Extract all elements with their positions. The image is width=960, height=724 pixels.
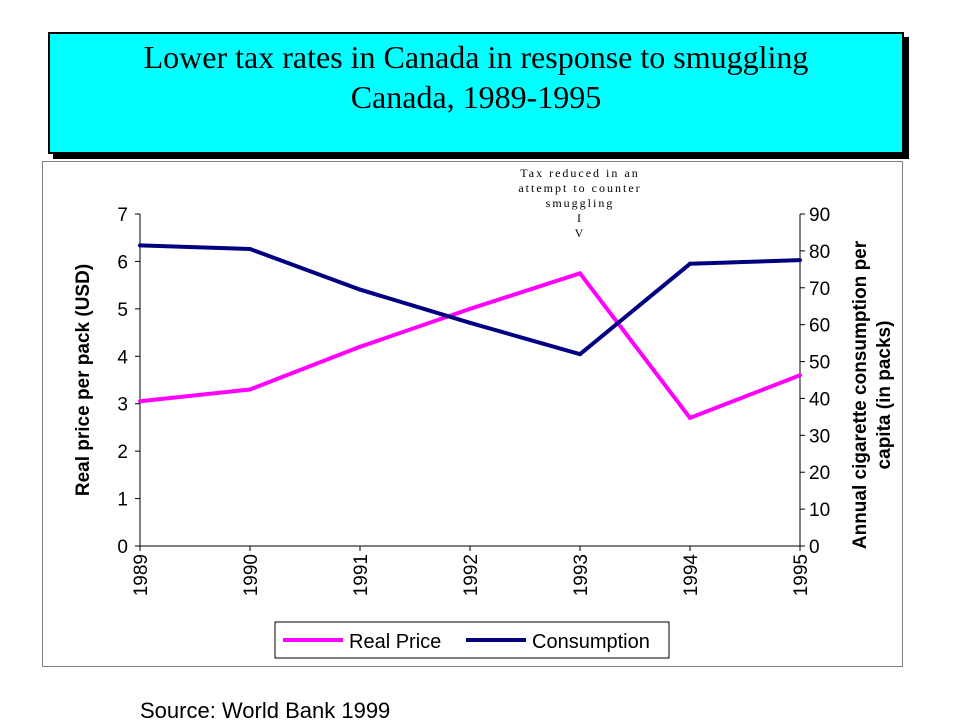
series-point <box>248 387 252 392</box>
y2-tick-label: 30 <box>809 426 830 447</box>
y2-tick-label: 10 <box>809 500 830 521</box>
legend-label-real-price: Real Price <box>349 631 441 653</box>
series-line-consumption <box>139 243 801 357</box>
y2-tick-label: 60 <box>809 316 830 337</box>
series-point <box>358 344 362 349</box>
y2-axis-title-line-1: Annual cigarette consumption per <box>850 240 871 549</box>
series-point <box>138 243 142 248</box>
x-tick-label: 1992 <box>461 554 482 596</box>
series-point <box>248 247 252 252</box>
y2-axis-title-line-2: capita (in packs) <box>874 321 895 470</box>
chart-series <box>138 243 802 420</box>
title-line-2: Canada, 1989-1995 <box>350 79 602 115</box>
annotation-line: V <box>575 226 586 240</box>
x-tick-label: 1990 <box>241 554 262 596</box>
x-tick-label: 1995 <box>791 554 812 596</box>
series-point <box>358 287 362 292</box>
series-point <box>578 271 582 276</box>
y2-tick-label: 90 <box>809 205 830 226</box>
y2-tick-label: 80 <box>809 242 830 263</box>
chart-axis-labels: Real price per pack (USD) Annual cigarett… <box>73 240 895 549</box>
y2-tick-label: 40 <box>809 389 830 410</box>
y2-tick-label: 20 <box>809 463 830 484</box>
y-axis-title: Real price per pack (USD) <box>73 264 94 496</box>
y-tick-label: 6 <box>117 252 128 273</box>
chart-frame: 0 1 2 3 4 5 6 7 0 10 20 30 40 50 60 70 80 90 1989 1990 1991 1… <box>42 161 903 667</box>
y-tick-label: 2 <box>117 442 128 463</box>
x-tick-label: 1989 <box>131 554 152 596</box>
y2-tick-label: 70 <box>809 279 830 300</box>
y-tick-label: 7 <box>117 205 128 226</box>
y-tick-label: 4 <box>117 347 128 368</box>
series-point <box>688 415 692 420</box>
chart-legend: Real Price Consumption <box>274 621 670 659</box>
series-point <box>798 373 802 378</box>
source-note: Source: World Bank 1999 <box>140 698 391 723</box>
series-point <box>798 258 802 263</box>
series-point <box>688 261 692 266</box>
y-tick-label: 5 <box>117 300 128 321</box>
y-tick-label: 3 <box>117 395 128 416</box>
series-point <box>468 320 472 325</box>
series-point <box>468 306 472 311</box>
x-tick-label: 1994 <box>681 554 702 597</box>
series-point <box>138 399 142 404</box>
series-point <box>578 352 582 357</box>
y2-tick-label: 50 <box>809 353 830 374</box>
y2-tick-label: 0 <box>809 537 820 558</box>
series-line-real-price <box>139 271 801 420</box>
y-tick-label: 1 <box>117 490 128 511</box>
title-line-1: Lower tax rates in Canada in response to… <box>143 39 809 75</box>
legend-label-consumption: Consumption <box>532 631 650 653</box>
annotation-line: Tax reduced in an <box>520 166 639 180</box>
annotation-line: smuggling <box>546 196 615 210</box>
x-tick-label: 1993 <box>571 554 592 596</box>
y-tick-label: 0 <box>117 537 128 558</box>
annotation-line: attempt to counter <box>518 181 641 195</box>
x-tick-label: 1991 <box>351 554 372 596</box>
annotation-line: I <box>577 211 583 225</box>
title-box: Lower tax rates in Canada in response to… <box>48 32 904 154</box>
